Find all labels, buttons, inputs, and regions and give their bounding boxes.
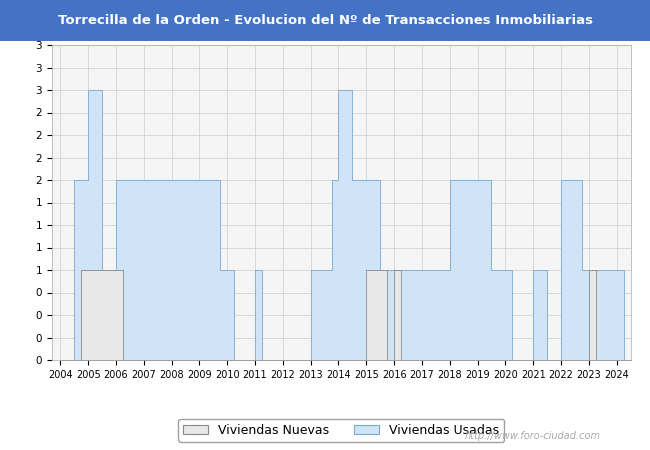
Text: http://www.foro-ciudad.com: http://www.foro-ciudad.com xyxy=(465,431,601,441)
Legend: Viviendas Nuevas, Viviendas Usadas: Viviendas Nuevas, Viviendas Usadas xyxy=(178,419,504,442)
Text: Torrecilla de la Orden - Evolucion del Nº de Transacciones Inmobiliarias: Torrecilla de la Orden - Evolucion del N… xyxy=(57,14,593,27)
